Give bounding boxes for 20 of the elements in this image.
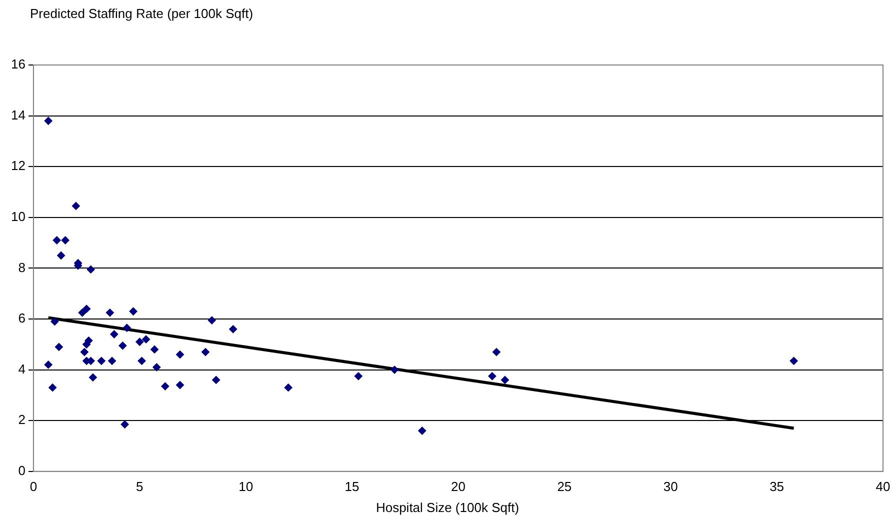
y-tick-label: 16 [10, 56, 26, 72]
y-tick-label: 14 [10, 107, 26, 122]
y-tick-label: 4 [18, 361, 26, 376]
x-tick-label: 15 [344, 478, 360, 494]
y-tick-label: 0 [18, 462, 26, 478]
y-tick-label: 2 [18, 412, 26, 428]
x-tick-label: 35 [770, 478, 784, 494]
x-tick-label: 25 [557, 478, 572, 494]
y-tick-label: 10 [10, 208, 26, 224]
x-tick-label: 10 [238, 478, 254, 494]
y-tick-label: 6 [18, 310, 26, 326]
x-axis-title: Hospital Size (100k Sqft) [374, 500, 520, 515]
x-tick-label: 40 [876, 478, 890, 494]
y-tick-label: 8 [18, 260, 26, 275]
x-tick-label: 30 [663, 478, 678, 494]
chart-title: Predicted Staffing Rate (per 100k Sqft) [30, 6, 254, 21]
x-tick-label: 20 [450, 478, 466, 494]
x-tick-label: 0 [30, 478, 38, 494]
y-tick-label: 12 [10, 158, 26, 174]
x-tick-label: 5 [136, 478, 144, 494]
